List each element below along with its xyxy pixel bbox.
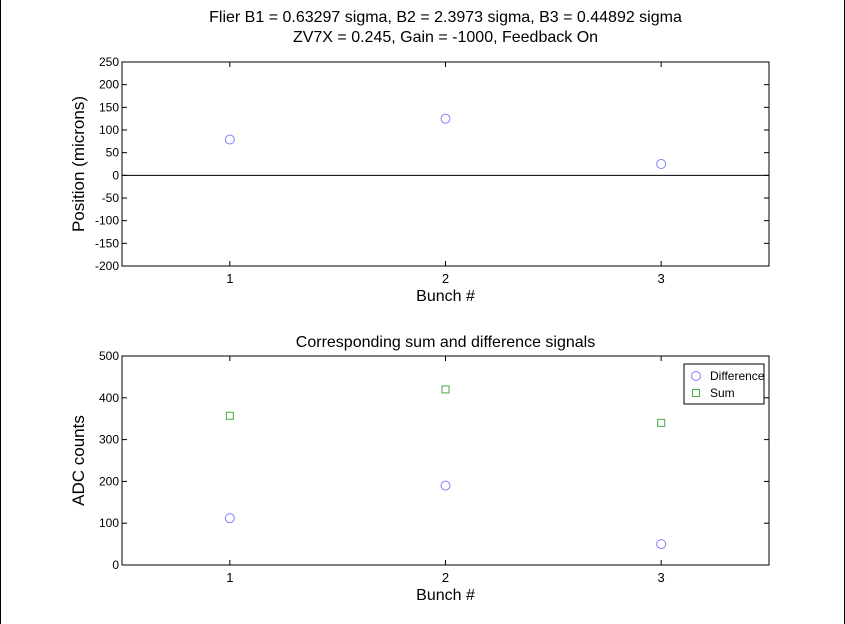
y-tick-label: 0 xyxy=(112,168,119,182)
y-tick-label: 50 xyxy=(106,146,120,160)
chart-title-line-2: ZV7X = 0.245, Gain = -1000, Feedback On xyxy=(293,29,598,46)
y-tick-label: -50 xyxy=(102,191,120,205)
legend-label: Difference xyxy=(710,369,765,383)
x-tick-label: 1 xyxy=(226,570,233,585)
y-tick-label: -150 xyxy=(95,236,119,250)
data-point-circle xyxy=(224,134,235,145)
chart-title: Corresponding sum and difference signals xyxy=(296,334,595,351)
legend-label: Sum xyxy=(710,386,735,400)
x-tick-label: 2 xyxy=(442,271,449,286)
x-tick-label: 3 xyxy=(658,570,665,585)
y-tick-label: 300 xyxy=(99,433,119,447)
chart-panel-1: Flier B1 = 0.63297 sigma, B2 = 2.3973 si… xyxy=(69,9,770,305)
y-tick-label: -200 xyxy=(95,259,119,273)
x-tick-label: 3 xyxy=(658,271,665,286)
y-tick-label: 500 xyxy=(99,349,119,363)
y-tick-label: 200 xyxy=(99,474,119,488)
x-axis-label: Bunch # xyxy=(416,288,475,305)
legend-box xyxy=(683,363,765,405)
charts: Flier B1 = 0.63297 sigma, B2 = 2.3973 si… xyxy=(69,9,770,604)
y-tick-label: 150 xyxy=(99,100,119,114)
y-tick-label: 400 xyxy=(99,391,119,405)
y-tick-label: 200 xyxy=(99,78,119,92)
y-axis-label: Position (microns) xyxy=(69,96,88,232)
legend-marker-circle xyxy=(691,371,701,381)
data-point-circle xyxy=(656,539,667,550)
data-point-circle xyxy=(656,159,667,169)
data-point-circle xyxy=(440,113,451,124)
y-tick-label: 0 xyxy=(112,558,119,572)
y-tick-label: -100 xyxy=(95,214,119,228)
y-axis-label: ADC counts xyxy=(69,415,88,506)
y-tick-label: 100 xyxy=(99,123,119,137)
data-point-circle xyxy=(224,513,235,524)
data-point-square xyxy=(657,418,666,427)
legend-marker-square xyxy=(692,389,700,397)
data-point-square xyxy=(225,411,234,420)
chart-panel-2: Corresponding sum and difference signals… xyxy=(69,334,770,604)
data-point-circle xyxy=(440,480,451,491)
y-tick-label: 100 xyxy=(99,516,119,530)
chart-title-line-1: Flier B1 = 0.63297 sigma, B2 = 2.3973 si… xyxy=(209,9,682,26)
x-axis-label: Bunch # xyxy=(416,587,475,604)
x-tick-label: 1 xyxy=(226,271,233,286)
data-point-square xyxy=(441,385,450,394)
x-tick-label: 2 xyxy=(442,570,449,585)
y-tick-label: 250 xyxy=(99,55,119,69)
